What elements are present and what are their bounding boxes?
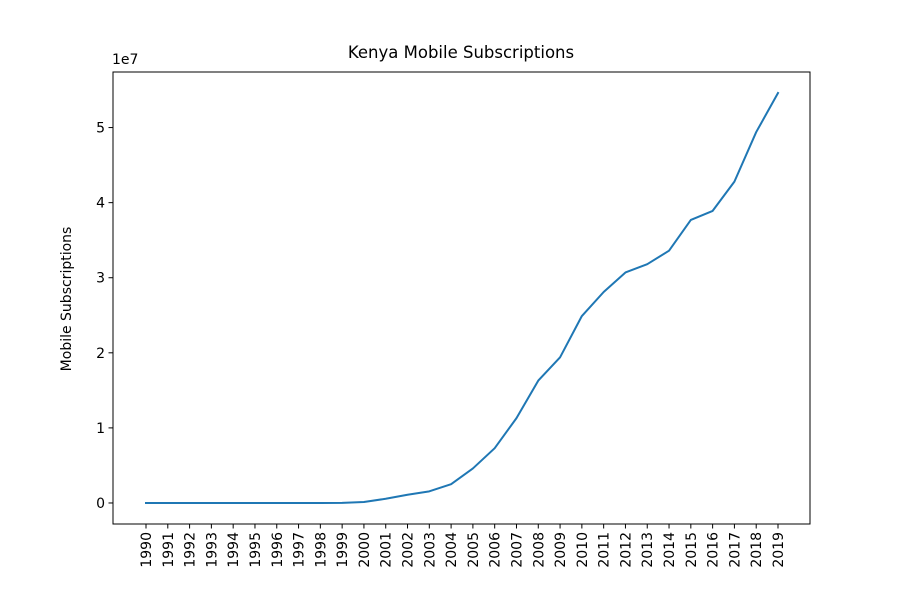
y-tick-label: 2 <box>96 346 105 362</box>
x-tick-label: 1993 <box>204 532 220 568</box>
x-tick-label: 2016 <box>706 532 722 568</box>
y-axis-offset-label: 1e7 <box>112 52 138 68</box>
x-axis-ticks: 1990 1991 1992 1993 1994 1995 1996 1997 1998 1999… <box>139 524 787 568</box>
x-tick-label: 1991 <box>161 532 177 568</box>
y-tick-label: 3 <box>96 271 105 287</box>
x-tick-label: 2007 <box>509 532 525 568</box>
x-tick-label: 2013 <box>640 532 656 568</box>
x-tick-label: 2018 <box>749 532 765 568</box>
y-tick-label: 5 <box>96 121 105 137</box>
y-tick-label: 4 <box>96 196 105 212</box>
x-tick-label: 2012 <box>618 532 634 568</box>
x-tick-label: 2000 <box>357 532 373 568</box>
x-tick-label: 2002 <box>401 532 417 568</box>
y-axis-ticks: 0 1 2 3 4 5 <box>96 121 113 512</box>
x-tick-label: 2010 <box>575 532 591 568</box>
chart-title: Kenya Mobile Subscriptions <box>348 43 574 62</box>
x-tick-label: 2015 <box>684 532 700 568</box>
x-tick-label: 2014 <box>662 532 678 568</box>
y-tick-label: 0 <box>96 496 105 512</box>
x-tick-label: 2001 <box>379 532 395 568</box>
x-tick-label: 2004 <box>444 532 460 568</box>
y-axis-label: Mobile Subscriptions <box>59 227 75 372</box>
x-tick-label: 2019 <box>771 532 787 568</box>
x-tick-label: 1998 <box>313 532 329 568</box>
x-tick-label: 2011 <box>597 532 613 568</box>
x-tick-label: 2005 <box>466 532 482 568</box>
y-tick-label: 1 <box>96 421 105 437</box>
series-layer <box>145 91 780 504</box>
series-line-0 <box>145 91 780 504</box>
x-tick-label: 2009 <box>553 532 569 568</box>
x-tick-label: 1992 <box>183 532 199 568</box>
x-tick-label: 2017 <box>727 532 743 568</box>
x-tick-label: 1999 <box>335 532 351 568</box>
x-tick-label: 1997 <box>292 532 308 568</box>
x-tick-label: 2003 <box>422 532 438 568</box>
x-tick-label: 1994 <box>226 532 242 568</box>
x-tick-label: 1995 <box>248 532 264 568</box>
x-tick-label: 1996 <box>270 532 286 568</box>
x-tick-label: 2006 <box>488 532 504 568</box>
x-tick-label: 2008 <box>531 532 547 568</box>
plot-frame <box>112 71 811 525</box>
x-tick-label: 1990 <box>139 532 155 568</box>
